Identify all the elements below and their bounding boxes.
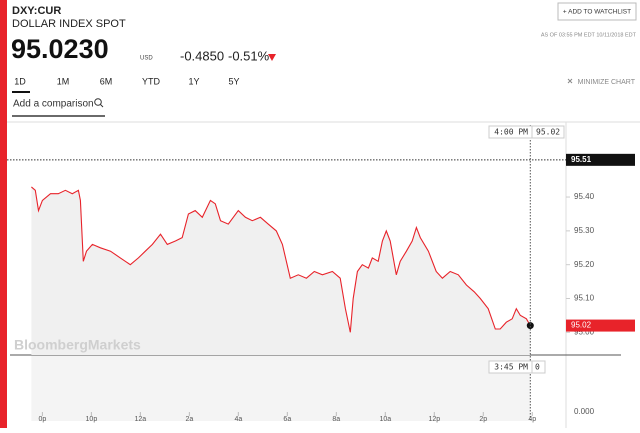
x-tick-label: 10p [86,416,98,423]
search-icon-handle [100,104,104,108]
price: 95.0230 [11,34,109,64]
y-tick-label: 95.10 [574,294,595,303]
volume-axis-label: 0.000 [574,407,595,416]
accent-bar [0,0,7,428]
last-box [566,319,635,332]
down-arrow [268,54,276,61]
timestamp: AS OF 03:55 PM EDT 10/11/2018 EDT [541,32,637,38]
x-tick-label: 2p [479,416,487,423]
high-label: 95.51 [571,155,592,164]
x-tick-label: 6a [283,416,291,423]
search-icon[interactable] [94,98,102,106]
tab[interactable]: 1Y [188,76,199,86]
watermark: BloombergMarkets [14,337,141,353]
hover-bottom-value: 0 [535,363,540,372]
minimize-icon[interactable] [567,78,573,84]
last-label: 95.02 [571,321,592,330]
watchlist-button[interactable] [557,2,637,21]
x-tick-label: 12p [428,416,440,423]
area [31,186,531,355]
price-line [31,186,531,333]
x-tick-label: 12a [135,416,147,423]
high-box [566,153,635,166]
hover-value: 95.02 [536,128,560,137]
instrument-name: DOLLAR INDEX SPOT [12,18,126,30]
tab[interactable]: YTD [142,76,161,86]
tab[interactable]: 5Y [228,76,239,86]
y-tick-label: 95.30 [574,226,595,235]
last-point [526,322,534,330]
symbol: DXY:CUR [12,5,61,17]
hover-bottom-value-box [531,360,546,374]
x-tick-label: 4a [234,416,242,423]
x-tick-label: 10a [379,416,391,423]
currency: USD [140,56,153,62]
change-pct: -0.51% [228,48,270,63]
hover-time: 4:00 PM [494,128,528,137]
tab[interactable]: 1D [14,76,26,86]
x-tick-label: 0p [38,416,46,423]
y-tick-label: 95.20 [574,260,595,269]
hover-value-box [531,125,565,139]
comparison-input[interactable]: Add a comparison [13,99,94,110]
hover-bottom-time: 3:45 PM [494,363,528,372]
x-tick-label: 8a [332,416,340,423]
x-tick-label: 2a [185,416,193,423]
change: -0.4850 [180,48,224,63]
watchlist-label[interactable]: + ADD TO WATCHLIST [563,9,631,16]
tab[interactable]: 1M [57,76,70,86]
y-tick-label: 95.00 [574,327,595,336]
volume-pane [31,355,531,421]
x-tick-label: 4p [528,416,536,423]
y-tick-label: 95.40 [574,192,595,201]
tab[interactable]: 6M [100,76,113,86]
minimize-button[interactable]: MINIMIZE CHART [578,79,636,86]
